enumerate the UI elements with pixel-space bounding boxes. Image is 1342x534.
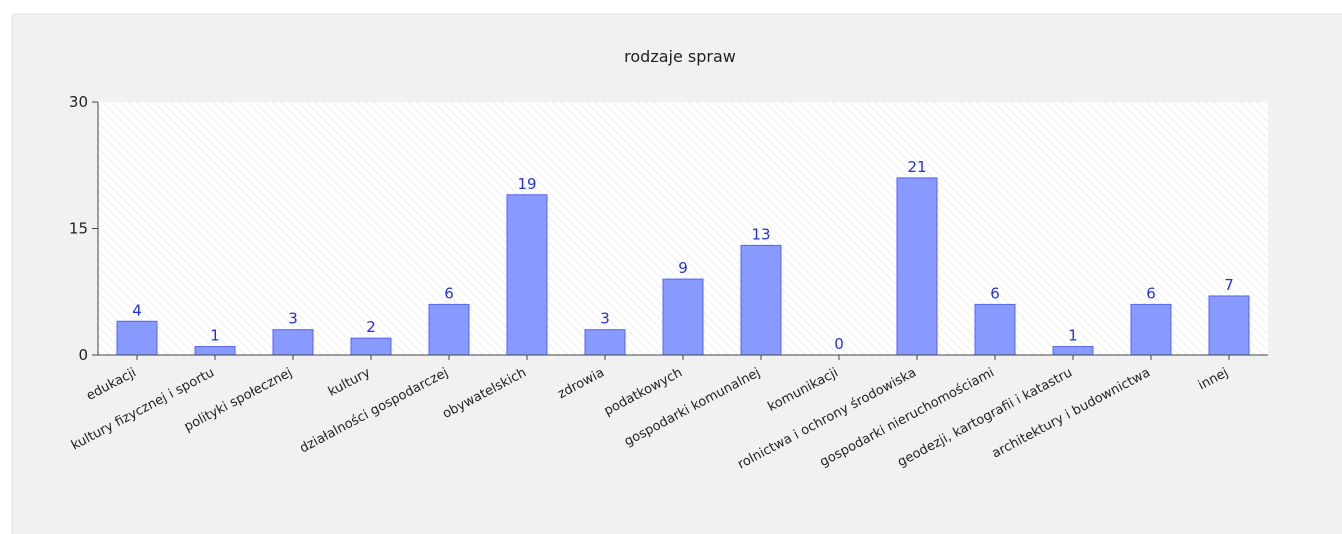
data-label: 6 <box>1146 284 1156 302</box>
data-label: 6 <box>990 284 1000 302</box>
y-tick-label: 15 <box>69 220 88 238</box>
data-label: 1 <box>210 327 220 345</box>
bar <box>584 329 626 356</box>
data-label: 4 <box>132 301 142 319</box>
data-label: 21 <box>907 158 926 176</box>
data-label: 1 <box>1068 327 1078 345</box>
data-label: 0 <box>834 335 844 353</box>
bar <box>974 303 1016 356</box>
bar <box>194 346 236 356</box>
bar <box>1052 346 1094 356</box>
bar <box>272 329 314 356</box>
bar <box>506 194 548 356</box>
data-label: 19 <box>517 175 536 193</box>
bar <box>662 278 704 356</box>
bar <box>896 177 938 356</box>
data-label: 3 <box>288 310 298 328</box>
bar <box>1130 303 1172 356</box>
data-label: 7 <box>1224 276 1234 294</box>
data-label: 13 <box>751 225 770 243</box>
y-tick-label: 30 <box>69 93 88 111</box>
data-label: 6 <box>444 284 454 302</box>
y-tick-label: 0 <box>78 346 88 364</box>
bar <box>116 320 158 356</box>
data-label: 9 <box>678 259 688 277</box>
data-label: 3 <box>600 310 610 328</box>
bar <box>428 303 470 356</box>
bar <box>740 244 782 356</box>
chart-title: rodzaje spraw <box>624 47 736 66</box>
data-label: 2 <box>366 318 376 336</box>
bar <box>350 337 392 356</box>
bar <box>1208 295 1250 356</box>
